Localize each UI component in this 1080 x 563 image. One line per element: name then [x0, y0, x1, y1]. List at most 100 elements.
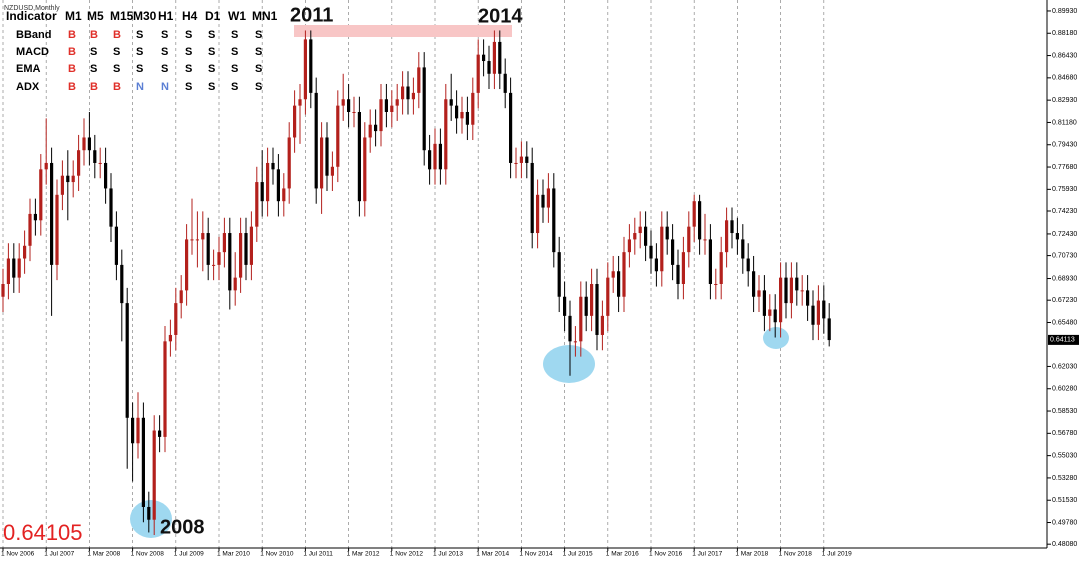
table-cell: B	[68, 81, 76, 93]
candle-body	[725, 220, 729, 253]
candle-body	[17, 258, 21, 278]
candle-body	[379, 99, 383, 132]
table-cell: S	[185, 29, 192, 41]
candle-body	[44, 162, 48, 170]
candle-body	[50, 162, 54, 265]
candle-body	[395, 99, 399, 106]
candle-body	[136, 417, 140, 444]
y-tick-label: 0.70730	[1052, 252, 1077, 259]
x-tick-label: 1 Mar 2016	[606, 551, 639, 558]
candle-body	[541, 194, 545, 208]
candle-body	[125, 303, 129, 418]
candle-body	[206, 233, 210, 265]
candle-body	[190, 239, 194, 241]
candle-body	[719, 252, 723, 285]
candle-body	[417, 67, 421, 93]
candle-body	[244, 233, 248, 265]
candle-body	[228, 233, 232, 291]
candle-body	[347, 99, 351, 112]
candle-body	[638, 226, 642, 234]
candle-body	[422, 67, 426, 151]
y-tick-label: 0.51530	[1052, 497, 1077, 504]
annotation: 2014	[478, 5, 523, 27]
candle-body	[627, 239, 631, 253]
candle-body	[563, 296, 567, 316]
candle-body	[201, 233, 205, 240]
candle-body	[649, 245, 653, 259]
candle-body	[644, 226, 648, 246]
last-price-label: 0.64113	[1050, 337, 1075, 344]
table-cell: S	[255, 46, 262, 58]
candle-body	[622, 252, 626, 297]
candle-body	[330, 166, 334, 176]
table-cell: S	[231, 29, 238, 41]
candle-body	[98, 162, 102, 164]
candle-body	[444, 99, 448, 170]
candle-body	[276, 169, 280, 202]
table-row-label: MACD	[16, 46, 49, 58]
candle-body	[55, 194, 59, 265]
candle-body	[584, 296, 588, 316]
candle-body	[336, 105, 340, 167]
candle-body	[660, 226, 664, 272]
table-cell: B	[68, 46, 76, 58]
candle-body	[698, 201, 702, 240]
table-cell: S	[208, 46, 215, 58]
table-cell: S	[136, 29, 143, 41]
candle-body	[514, 162, 518, 164]
table-cell: S	[231, 81, 238, 93]
candle-body	[384, 99, 388, 112]
candle-body	[568, 315, 572, 342]
annotation: 2008	[160, 516, 205, 538]
candle-body	[411, 92, 415, 100]
table-cell: S	[185, 81, 192, 93]
y-tick-label: 0.58530	[1052, 408, 1077, 415]
table-cell: B	[90, 81, 98, 93]
y-tick-label: 0.74230	[1052, 208, 1077, 215]
candle-body	[406, 86, 410, 100]
candle-body	[703, 239, 707, 241]
candle-body	[357, 111, 361, 202]
candle-body	[6, 258, 10, 285]
table-cell: S	[136, 63, 143, 75]
table-header: H1	[158, 9, 174, 23]
candle-body	[287, 137, 291, 189]
y-tick-label: 0.60280	[1052, 386, 1077, 393]
candle-body	[476, 54, 480, 93]
candle-body	[789, 277, 793, 304]
candle-body	[730, 220, 734, 234]
table-cell: S	[255, 81, 262, 93]
candle-body	[174, 303, 178, 335]
candle-body	[152, 430, 156, 520]
candle-body	[498, 41, 502, 74]
candle-body	[784, 277, 788, 304]
candle-body	[168, 334, 172, 342]
table-cell: S	[113, 63, 120, 75]
candle-body	[665, 226, 669, 240]
table-cell: S	[231, 46, 238, 58]
candle-body	[519, 156, 523, 163]
candle-body	[806, 290, 810, 306]
candle-body	[255, 182, 259, 227]
candle-body	[12, 258, 16, 278]
x-tick-label: 1 Jul 2017	[692, 551, 722, 558]
candle-body	[239, 233, 243, 278]
candle-body	[325, 137, 329, 176]
candle-body	[746, 258, 750, 272]
x-tick-label: 1 Jul 2009	[174, 551, 204, 558]
candle-body	[212, 264, 216, 266]
candle-body	[800, 290, 804, 292]
low-highlight	[130, 500, 172, 538]
candle-body	[741, 239, 745, 259]
candle-body	[282, 188, 286, 202]
y-tick-label: 0.67230	[1052, 297, 1077, 304]
table-cell: S	[231, 63, 238, 75]
candle-body	[687, 226, 691, 253]
candle-body	[39, 169, 43, 221]
y-tick-label: 0.49780	[1052, 519, 1077, 526]
low-highlight	[543, 345, 595, 383]
candle-body	[692, 201, 696, 227]
table-cell: S	[113, 46, 120, 58]
